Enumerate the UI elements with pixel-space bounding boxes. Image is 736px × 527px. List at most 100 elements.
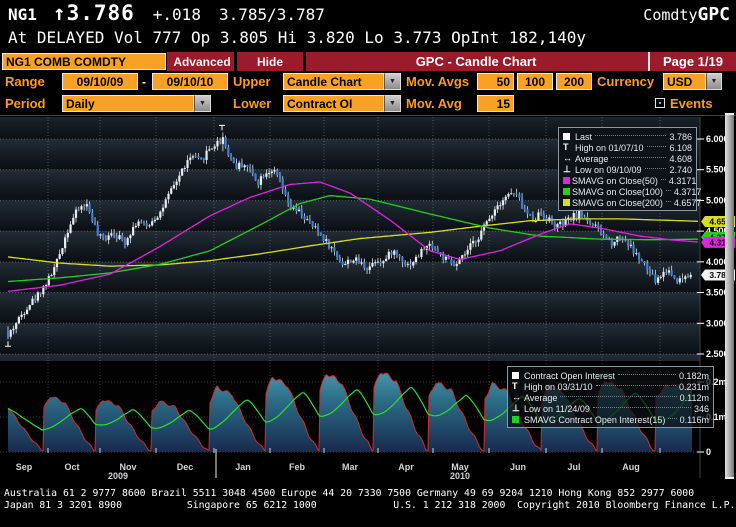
hide-button[interactable]: Hide: [237, 52, 303, 71]
period-label: Period: [5, 96, 46, 111]
advanced-button[interactable]: Advanced: [170, 52, 234, 71]
legend-value: 0.112m: [679, 392, 709, 403]
svg-text:4.500: 4.500: [706, 226, 729, 236]
svg-text:Mar: Mar: [342, 462, 359, 472]
lower-select[interactable]: Contract OI: [283, 95, 384, 112]
upper-label: Upper: [233, 74, 271, 89]
events-checkbox[interactable]: [655, 98, 665, 108]
range-dash: -: [142, 75, 146, 89]
svg-text:May: May: [451, 462, 469, 472]
asset-class-label: Comdty: [643, 6, 698, 24]
currency-label: Currency: [597, 74, 655, 89]
function-mnemonic: GPC: [697, 4, 730, 25]
mov-avgs-label: Mov. Avgs: [406, 74, 470, 89]
legend-marker-icon: T: [563, 142, 569, 152]
price-chart-svg: 6.000 5.500 5.000 4.500 4.000 3.500 3.000 2.500…: [0, 117, 735, 481]
svg-text:0.1m: 0.1m: [706, 412, 727, 422]
legend-row: Contract Open Interest 0.182m: [512, 370, 709, 381]
svg-text:3.000: 3.000: [706, 318, 729, 328]
legend-value: 6.108: [669, 142, 692, 153]
svg-text:0: 0: [706, 447, 711, 457]
upper-select[interactable]: Candle Chart: [283, 73, 384, 90]
legend-label: Average: [524, 392, 558, 403]
legend-value: 0.116m: [679, 414, 709, 425]
svg-text:Jun: Jun: [510, 462, 526, 472]
legend-swatch-icon: [512, 416, 522, 423]
svg-text:2009: 2009: [108, 471, 128, 480]
legend-value: 4.3717: [673, 186, 702, 197]
legend-value: 3.786: [669, 131, 692, 142]
period-select[interactable]: Daily: [62, 95, 194, 112]
svg-text:Dec: Dec: [177, 462, 194, 472]
legend-row: ⊥ Low on 11/24/09 346: [512, 403, 709, 414]
page-indicator: Page 1/19: [663, 54, 723, 69]
legend-value: 0.182m: [678, 370, 709, 381]
chart-area[interactable]: 6.000 5.500 5.000 4.500 4.000 3.500 3.000 2.500…: [0, 117, 736, 481]
svg-text:5.000: 5.000: [706, 195, 729, 205]
footer-contact-line: Australia 61 2 9777 8600 Brazil 5511 304…: [4, 488, 695, 499]
events-label: Events: [670, 96, 713, 111]
security-input[interactable]: NG1 COMB COMDTY: [2, 53, 166, 70]
svg-text:3.500: 3.500: [706, 288, 729, 298]
svg-text:4.000: 4.000: [706, 257, 729, 267]
legend-row: T High on 01/07/10 6.108: [563, 142, 692, 153]
legend-value: 2.740: [669, 164, 692, 175]
mov-avg-15-input[interactable]: 15: [477, 95, 514, 112]
legend-row: SMAVG Contract Open Interest(15) 0.116m: [512, 414, 709, 425]
svg-text:Nov: Nov: [119, 462, 136, 472]
currency-select[interactable]: USD: [663, 73, 706, 90]
legend-swatch-icon: [512, 372, 522, 379]
svg-text:Jan: Jan: [235, 462, 251, 472]
delayed-quote-line: At DELAYED Vol 777 Op 3.805 Hi 3.820 Lo …: [8, 28, 586, 47]
svg-text:2.500: 2.500: [706, 349, 729, 359]
toolbar-divider: [0, 115, 736, 116]
toolbar-red-band: [167, 52, 736, 71]
legend-label: SMAVG on Close(200): [572, 197, 663, 208]
upper-select-dropdown-button[interactable]: ▼: [384, 73, 401, 90]
legend-label: Low on 09/10/09: [575, 164, 642, 175]
upper-chart-legend: Last 3.786 T High on 01/07/10 6.108 ↔ Average 4…: [558, 127, 701, 211]
legend-value: 4.6577: [673, 197, 702, 208]
legend-row: SMAVG on Close(200) 4.6577: [563, 197, 701, 208]
price-change: +.018: [152, 5, 201, 24]
legend-value: 4.608: [669, 153, 692, 164]
footer-copyright-line: Japan 81 3 3201 8900 Singapore 65 6212 1…: [4, 500, 736, 511]
ticker-symbol: NG1: [8, 5, 37, 24]
legend-row: ↔ Average 0.112m: [512, 392, 709, 403]
lower-chart-legend: Contract Open Interest 0.182m T High on 03/…: [507, 366, 714, 428]
bid-ask: 3.785/3.787: [218, 5, 325, 24]
legend-row: T High on 03/31/10 0.231m: [512, 381, 709, 392]
svg-text:Feb: Feb: [289, 462, 306, 472]
chevron-down-icon: ▼: [389, 78, 396, 85]
legend-swatch-icon: [563, 188, 570, 195]
lower-select-dropdown-button[interactable]: ▼: [384, 95, 401, 112]
mov-avg-label: Mov. Avg: [406, 96, 462, 111]
period-dropdown-button[interactable]: ▼: [194, 95, 211, 112]
legend-label: Last: [575, 131, 593, 142]
mov-avg-50-input[interactable]: 50: [477, 73, 514, 90]
legend-label: SMAVG on Close(100): [572, 186, 663, 197]
mov-avg-100-input[interactable]: 100: [517, 73, 553, 90]
quote-header-row: NG1 ↑3.786 +.018 3.785/3.787 Comdty GPC: [8, 1, 730, 27]
svg-text:5.500: 5.500: [706, 165, 729, 175]
svg-text:Jul: Jul: [567, 462, 580, 472]
range-start-input[interactable]: 09/10/09: [62, 73, 138, 90]
up-arrow-icon: ↑: [52, 1, 67, 25]
legend-marker-icon: ↔: [563, 153, 572, 163]
legend-swatch-icon: [563, 133, 573, 140]
legend-label: Low on 11/24/09: [524, 403, 590, 414]
currency-dropdown-button[interactable]: ▼: [706, 73, 722, 90]
lower-label: Lower: [233, 96, 272, 111]
svg-text:3.786: 3.786: [709, 270, 731, 280]
chart-title: GPC - Candle Chart: [415, 54, 537, 69]
legend-value: 346: [693, 403, 709, 414]
range-end-input[interactable]: 09/10/10: [152, 73, 228, 90]
svg-text:2010: 2010: [450, 471, 470, 480]
legend-row: ↔ Average 4.608: [563, 153, 692, 164]
legend-label: SMAVG Contract Open Interest(15): [524, 414, 666, 425]
chart-scrollbar[interactable]: [725, 113, 734, 479]
mov-avg-200-input[interactable]: 200: [556, 73, 592, 90]
legend-marker-icon: ⊥: [512, 403, 520, 413]
legend-row: SMAVG on Close(100) 4.3717: [563, 186, 701, 197]
